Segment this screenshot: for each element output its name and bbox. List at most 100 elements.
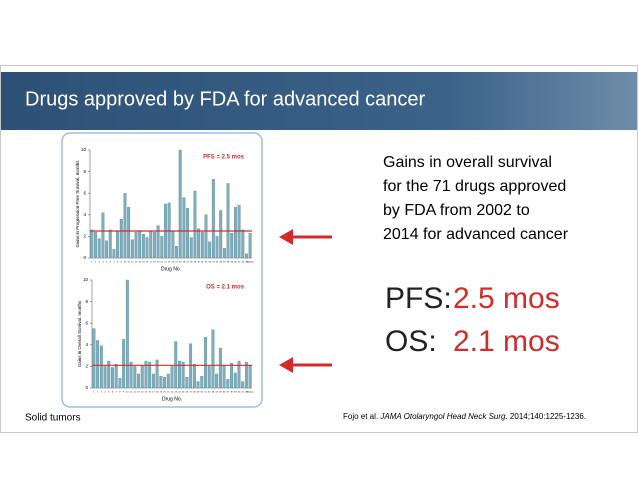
x-tick-label: 17 bbox=[152, 392, 155, 394]
x-tick-label: 34 bbox=[215, 392, 218, 394]
x-tick-label: 15 bbox=[145, 392, 148, 394]
pfs-label: PFS: bbox=[385, 282, 452, 315]
citation-details: 2014;140:1225-1236. bbox=[510, 412, 586, 421]
y-axis-label: Gains in Overall Survival, months bbox=[77, 300, 82, 367]
bar bbox=[207, 366, 211, 389]
bar bbox=[105, 240, 109, 259]
bar bbox=[226, 379, 230, 389]
x-tick-label: 2 bbox=[95, 262, 97, 264]
bar bbox=[151, 373, 155, 389]
header-band bbox=[1, 72, 637, 130]
bar bbox=[230, 363, 233, 389]
bar bbox=[97, 238, 101, 259]
description-line: 2014 for advanced cancer bbox=[383, 226, 569, 243]
bar bbox=[244, 361, 248, 389]
x-tick-label: 35 bbox=[219, 392, 222, 394]
x-tick-label: Median bbox=[247, 392, 255, 394]
bar bbox=[248, 233, 252, 259]
bar bbox=[237, 360, 241, 389]
x-tick-label: 28 bbox=[190, 262, 193, 264]
bar bbox=[152, 231, 156, 259]
x-axis-label: Drug No. bbox=[162, 396, 182, 402]
x-tick-label: 19 bbox=[160, 392, 163, 394]
x-tick-label: Median bbox=[247, 262, 255, 264]
bar bbox=[141, 234, 145, 259]
x-tick-label: 32 bbox=[205, 262, 208, 264]
x-tick-label: 15 bbox=[142, 262, 145, 264]
x-tick-label: 26 bbox=[186, 392, 189, 394]
x-tick-label: 22 bbox=[168, 262, 171, 264]
y-tick-label: 4 bbox=[83, 212, 86, 217]
bar bbox=[159, 375, 163, 389]
x-tick-label: 27 bbox=[189, 392, 192, 394]
bar bbox=[233, 207, 237, 259]
x-tick-label: 23 bbox=[175, 392, 178, 394]
bar bbox=[112, 249, 116, 259]
x-tick-label: 3 bbox=[101, 392, 103, 394]
y-tick-label: 8 bbox=[83, 169, 86, 174]
x-tick-label: 3 bbox=[99, 262, 101, 264]
bar bbox=[123, 193, 127, 259]
x-tick-label: 28 bbox=[193, 392, 196, 394]
x-tick-label: 6 bbox=[110, 262, 112, 264]
bar bbox=[156, 225, 160, 259]
reference-label: OS = 2.1 mos bbox=[206, 285, 245, 291]
bar bbox=[211, 179, 215, 259]
bar bbox=[222, 248, 226, 259]
bar bbox=[197, 228, 201, 259]
bar bbox=[181, 361, 185, 389]
bar bbox=[140, 365, 144, 389]
bar bbox=[182, 197, 186, 259]
bar bbox=[241, 381, 245, 389]
bar bbox=[111, 367, 114, 389]
bar bbox=[193, 190, 197, 259]
citation-authors: Fojo et al. bbox=[343, 412, 378, 421]
description-line: by FDA from 2002 to bbox=[383, 202, 530, 219]
x-tick-label: 12 bbox=[131, 262, 134, 264]
y-tick-label: 10 bbox=[81, 147, 87, 152]
x-tick-label: 30 bbox=[197, 262, 200, 264]
bar bbox=[160, 236, 164, 259]
bar bbox=[200, 231, 204, 259]
bar bbox=[204, 337, 207, 389]
bar bbox=[177, 360, 181, 389]
x-tick-label: 27 bbox=[186, 262, 189, 264]
x-tick-label: 43 bbox=[245, 262, 248, 264]
bar bbox=[215, 373, 219, 389]
bar bbox=[233, 372, 237, 389]
x-tick-label: 25 bbox=[182, 392, 185, 394]
x-tick-label: 16 bbox=[148, 392, 151, 394]
bar bbox=[144, 360, 148, 389]
bar bbox=[155, 359, 159, 389]
bar bbox=[211, 329, 215, 389]
x-tick-label: 8 bbox=[119, 392, 121, 394]
bar bbox=[170, 366, 174, 389]
bar bbox=[200, 375, 204, 389]
bar bbox=[108, 229, 112, 259]
x-tick-label: 6 bbox=[112, 392, 114, 394]
bar bbox=[125, 279, 129, 389]
x-tick-label: 1 bbox=[91, 262, 93, 264]
bar bbox=[96, 340, 100, 389]
bar bbox=[127, 207, 131, 259]
x-tick-label: 24 bbox=[175, 262, 178, 264]
bar bbox=[222, 365, 226, 389]
x-tick-label: 2 bbox=[97, 392, 99, 394]
x-tick-label: 18 bbox=[156, 392, 159, 394]
bar bbox=[116, 230, 120, 259]
bar bbox=[92, 328, 96, 389]
x-tick-label: 9 bbox=[123, 392, 125, 394]
citation: Fojo et al. JAMA Otolaryngol Head Neck S… bbox=[343, 412, 586, 421]
bar bbox=[248, 365, 252, 389]
y-tick-label: 0 bbox=[83, 255, 86, 260]
bar bbox=[230, 233, 234, 259]
x-tick-label: 4 bbox=[104, 392, 106, 394]
x-tick-label: 37 bbox=[223, 262, 226, 264]
x-tick-label: 16 bbox=[146, 262, 149, 264]
x-tick-label: 12 bbox=[134, 392, 137, 394]
bar bbox=[119, 218, 123, 259]
description-line: for the 71 drugs approved bbox=[383, 178, 566, 195]
bar bbox=[118, 378, 122, 389]
x-tick-label: 25 bbox=[179, 262, 182, 264]
x-tick-label: 5 bbox=[108, 392, 110, 394]
